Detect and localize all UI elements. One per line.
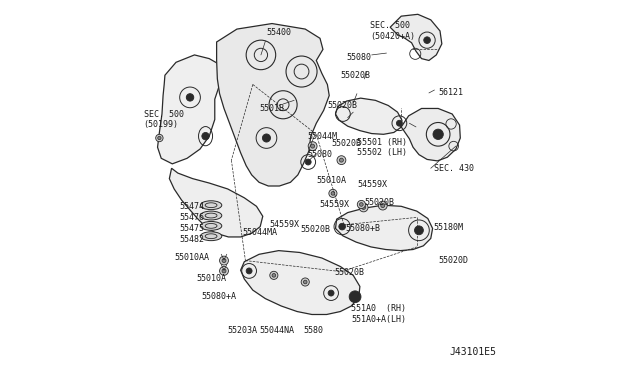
Circle shape — [433, 129, 444, 140]
Text: 55482: 55482 — [179, 235, 204, 244]
Text: 55044NA: 55044NA — [259, 326, 294, 335]
Circle shape — [156, 134, 163, 142]
Circle shape — [331, 192, 335, 195]
Text: 5580: 5580 — [303, 326, 323, 335]
Text: 54559X: 54559X — [269, 220, 299, 229]
Ellipse shape — [200, 201, 222, 210]
Text: 55080+A: 55080+A — [201, 292, 236, 301]
Text: 55474: 55474 — [179, 202, 204, 211]
Circle shape — [272, 273, 276, 277]
Text: 54559X: 54559X — [319, 200, 349, 209]
Circle shape — [262, 134, 271, 142]
Circle shape — [301, 278, 309, 286]
Circle shape — [222, 259, 226, 263]
Text: 55080: 55080 — [307, 150, 332, 159]
Text: 551A0  (RH): 551A0 (RH) — [351, 304, 406, 313]
Circle shape — [357, 201, 365, 209]
Circle shape — [270, 271, 278, 279]
Text: 5501B: 5501B — [259, 104, 284, 113]
Text: 55020D: 55020D — [438, 256, 468, 265]
Ellipse shape — [200, 221, 222, 230]
Text: 55020B: 55020B — [335, 268, 365, 277]
Text: 55080+B: 55080+B — [346, 224, 381, 233]
Circle shape — [202, 132, 209, 140]
Circle shape — [360, 203, 363, 206]
Circle shape — [329, 189, 337, 198]
Text: 55020B: 55020B — [340, 71, 371, 80]
Circle shape — [339, 158, 344, 162]
Circle shape — [246, 268, 252, 274]
Text: 55502 (LH): 55502 (LH) — [357, 148, 407, 157]
Text: 55010A: 55010A — [316, 176, 346, 185]
Polygon shape — [401, 109, 460, 161]
Text: 55180M: 55180M — [434, 223, 464, 232]
Polygon shape — [241, 251, 360, 314]
Circle shape — [415, 226, 424, 235]
Text: 55080: 55080 — [347, 53, 372, 62]
Circle shape — [381, 203, 385, 208]
Text: SEC. 500
(50420+A): SEC. 500 (50420+A) — [370, 21, 415, 41]
Text: 55010A: 55010A — [196, 274, 227, 283]
Circle shape — [328, 290, 334, 296]
Ellipse shape — [200, 232, 222, 241]
Text: 55476: 55476 — [179, 213, 204, 222]
Text: SEC. 430: SEC. 430 — [434, 164, 474, 173]
Circle shape — [396, 120, 403, 126]
Circle shape — [378, 201, 387, 210]
Circle shape — [308, 142, 317, 151]
Polygon shape — [335, 205, 433, 251]
Circle shape — [362, 205, 365, 209]
Polygon shape — [157, 55, 226, 164]
Text: 55044M: 55044M — [307, 132, 337, 141]
Text: 55020B: 55020B — [328, 101, 357, 110]
Polygon shape — [170, 168, 263, 237]
Circle shape — [359, 203, 368, 212]
Circle shape — [220, 256, 228, 265]
Circle shape — [337, 156, 346, 164]
Circle shape — [186, 94, 194, 101]
Text: SEC. 500
(50199): SEC. 500 (50199) — [143, 110, 184, 129]
Text: 56121: 56121 — [439, 89, 464, 97]
Text: 55020B: 55020B — [301, 225, 331, 234]
Circle shape — [222, 269, 226, 273]
Text: 55010AA: 55010AA — [174, 253, 209, 263]
Circle shape — [310, 144, 315, 148]
Circle shape — [220, 266, 228, 275]
Text: 55501 (RH): 55501 (RH) — [357, 138, 407, 147]
Polygon shape — [335, 98, 402, 134]
Circle shape — [424, 37, 430, 44]
Circle shape — [339, 223, 346, 230]
Circle shape — [303, 280, 307, 284]
Text: 55203A: 55203A — [227, 326, 257, 335]
Ellipse shape — [200, 211, 222, 220]
Text: J43101E5: J43101E5 — [449, 347, 497, 357]
Text: 55020B: 55020B — [331, 139, 361, 148]
Text: 55044MA: 55044MA — [243, 228, 278, 237]
Text: 55475: 55475 — [179, 224, 204, 233]
Polygon shape — [390, 14, 442, 61]
Text: 54559X: 54559X — [357, 180, 387, 189]
Polygon shape — [216, 23, 329, 186]
Text: 55020B: 55020B — [364, 198, 394, 207]
Text: 55400: 55400 — [266, 28, 291, 37]
Circle shape — [157, 137, 161, 140]
Circle shape — [305, 159, 311, 165]
Text: 551A0+A(LH): 551A0+A(LH) — [351, 315, 406, 324]
Circle shape — [349, 291, 361, 303]
